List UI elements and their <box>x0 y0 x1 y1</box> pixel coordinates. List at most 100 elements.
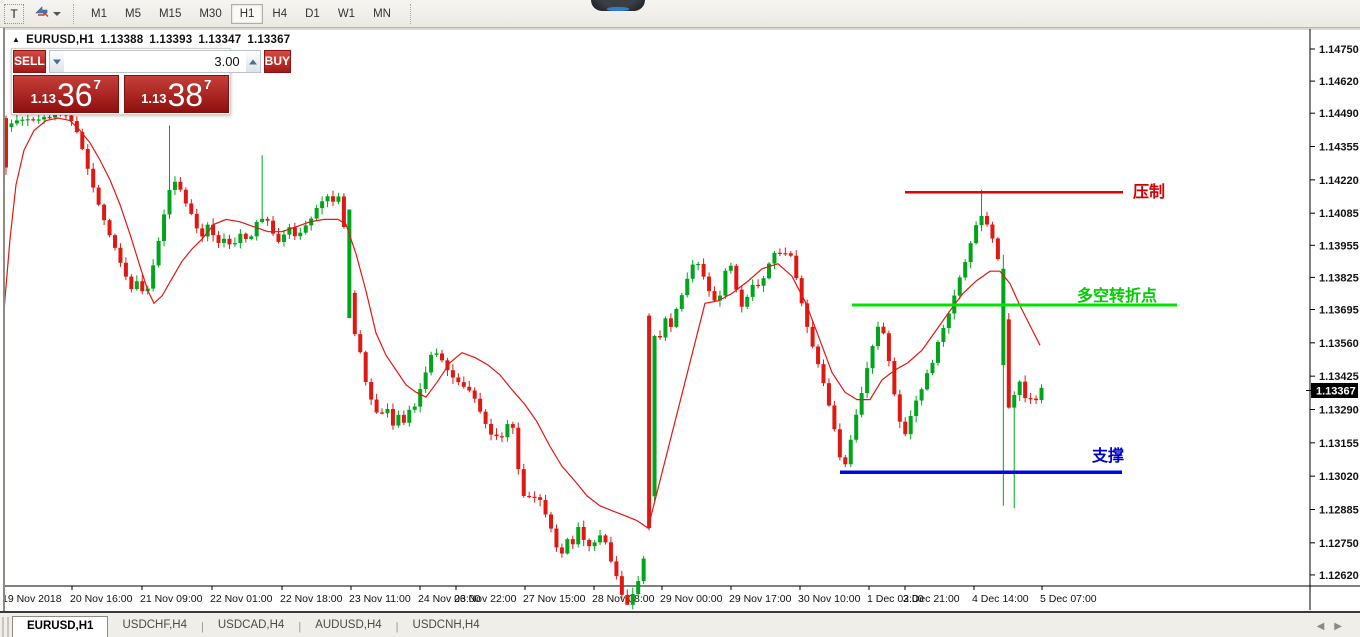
candle <box>178 181 183 190</box>
candle <box>739 289 744 307</box>
timeframe-button-W1[interactable]: W1 <box>329 4 364 24</box>
candle <box>440 353 444 361</box>
timeframe-button-M5[interactable]: M5 <box>116 4 150 24</box>
candle <box>167 190 172 215</box>
candle <box>886 333 891 362</box>
candle <box>341 196 346 227</box>
indicator-tool-button[interactable] <box>32 4 63 23</box>
candle <box>941 327 946 342</box>
volume-decrease-button[interactable] <box>49 51 64 72</box>
candle <box>914 400 919 417</box>
buy-price-prefix: 1.13 <box>141 91 167 106</box>
svg-text:29 Nov 00:00: 29 Nov 00:00 <box>660 593 723 605</box>
candle <box>843 457 848 465</box>
candle <box>608 542 613 562</box>
volume-increase-button[interactable] <box>245 51 260 72</box>
tab-scroll-left-button[interactable]: ◀ <box>1316 621 1325 632</box>
candle <box>554 528 559 548</box>
candle <box>821 364 826 384</box>
candle <box>9 123 14 128</box>
candlestick-chart[interactable]: 1.14750 1.14620 1.14490 1.14355 1.14220 1.140… <box>0 28 1360 611</box>
candle <box>14 120 19 124</box>
candle <box>897 394 902 422</box>
candle <box>129 276 134 290</box>
timeframe-button-MN[interactable]: MN <box>364 4 400 24</box>
candle <box>734 265 739 290</box>
candle <box>232 243 237 245</box>
candle <box>859 393 864 415</box>
svg-text:1.12885: 1.12885 <box>1319 504 1359 516</box>
svg-text:21 Nov 09:00: 21 Nov 09:00 <box>140 593 203 605</box>
svg-text:1.12620: 1.12620 <box>1319 570 1359 582</box>
pivot-label[interactable]: 多空转折点 <box>1077 286 1157 305</box>
candle <box>935 341 940 363</box>
candle <box>979 215 984 226</box>
candle <box>968 243 973 263</box>
candle <box>4 118 8 168</box>
candle <box>80 132 85 149</box>
collapse-icon[interactable]: ▲ <box>12 34 21 44</box>
candle <box>450 370 455 378</box>
moving-average-line[interactable] <box>3 117 1041 529</box>
sell-button[interactable]: SELL <box>13 50 46 73</box>
candles <box>4 108 1044 610</box>
volume-input[interactable] <box>63 51 246 72</box>
sell-price-sup: 7 <box>93 77 101 92</box>
candle <box>712 291 717 301</box>
candle <box>42 117 47 120</box>
timeframe-button-M15[interactable]: M15 <box>150 4 190 24</box>
candle <box>559 547 564 554</box>
buy-button[interactable]: BUY <box>263 50 292 73</box>
svg-text:3 Dec 21:00: 3 Dec 21:00 <box>903 593 960 605</box>
candle <box>478 398 483 412</box>
candle <box>854 414 859 440</box>
candle <box>1039 387 1044 401</box>
svg-text:30 Nov 10:00: 30 Nov 10:00 <box>798 593 861 605</box>
candle <box>826 383 831 406</box>
support-label[interactable]: 支撑 <box>1091 446 1124 465</box>
resistance-label[interactable]: 压制 <box>1133 183 1165 201</box>
candle <box>690 264 695 279</box>
tab-usdcnh-h4[interactable]: USDCNH,H4 <box>412 619 480 631</box>
candle <box>418 389 423 407</box>
tab-scroll-right-button[interactable]: ▶ <box>1334 621 1342 632</box>
candle <box>467 386 472 391</box>
chevron-down-icon <box>53 11 61 16</box>
candle <box>723 270 728 296</box>
text-tool-button[interactable]: T <box>4 3 24 24</box>
candle <box>211 224 216 236</box>
candle <box>679 295 684 309</box>
candle <box>1001 268 1006 366</box>
candle <box>717 295 722 301</box>
candle <box>238 233 243 244</box>
toolbar-separator <box>73 3 74 24</box>
candle <box>396 414 401 426</box>
tab-usdcad-h4[interactable]: USDCAD,H4 <box>217 619 285 631</box>
candle <box>592 542 597 547</box>
symbol-label: EURUSD,H1 <box>26 34 95 46</box>
candle <box>974 225 979 244</box>
buy-price-display[interactable]: 1.13 38 7 <box>123 75 229 113</box>
candle <box>260 218 265 222</box>
timeframe-button-D1[interactable]: D1 <box>296 4 329 24</box>
sell-price-display[interactable]: 1.13 36 7 <box>13 75 119 113</box>
candle <box>423 372 428 390</box>
candle <box>581 526 586 540</box>
candle <box>445 360 450 371</box>
timeframe-button-M1[interactable]: M1 <box>82 4 116 24</box>
candle <box>325 196 330 202</box>
tab-eurusd-h1[interactable]: EURUSD,H1 <box>12 616 109 637</box>
candle <box>91 168 96 188</box>
tab-usdchf-h4[interactable]: USDCHF,H4 <box>122 619 188 631</box>
timeframe-button-H1[interactable]: H1 <box>230 3 264 24</box>
candle <box>358 334 363 353</box>
timeframe-button-M30[interactable]: M30 <box>190 4 230 24</box>
candle <box>140 281 145 292</box>
candle <box>352 292 357 335</box>
timeframe-button-H4[interactable]: H4 <box>263 4 296 24</box>
tab-audusd-h4[interactable]: AUDUSD,H4 <box>315 619 382 631</box>
chart-tab-bar: EURUSD,H1 USDCHF,H4 | USDCAD,H4 | AUDUSD,H4 | U… <box>0 611 1360 637</box>
candle <box>489 423 494 435</box>
candle <box>162 214 167 241</box>
candle <box>925 373 930 390</box>
